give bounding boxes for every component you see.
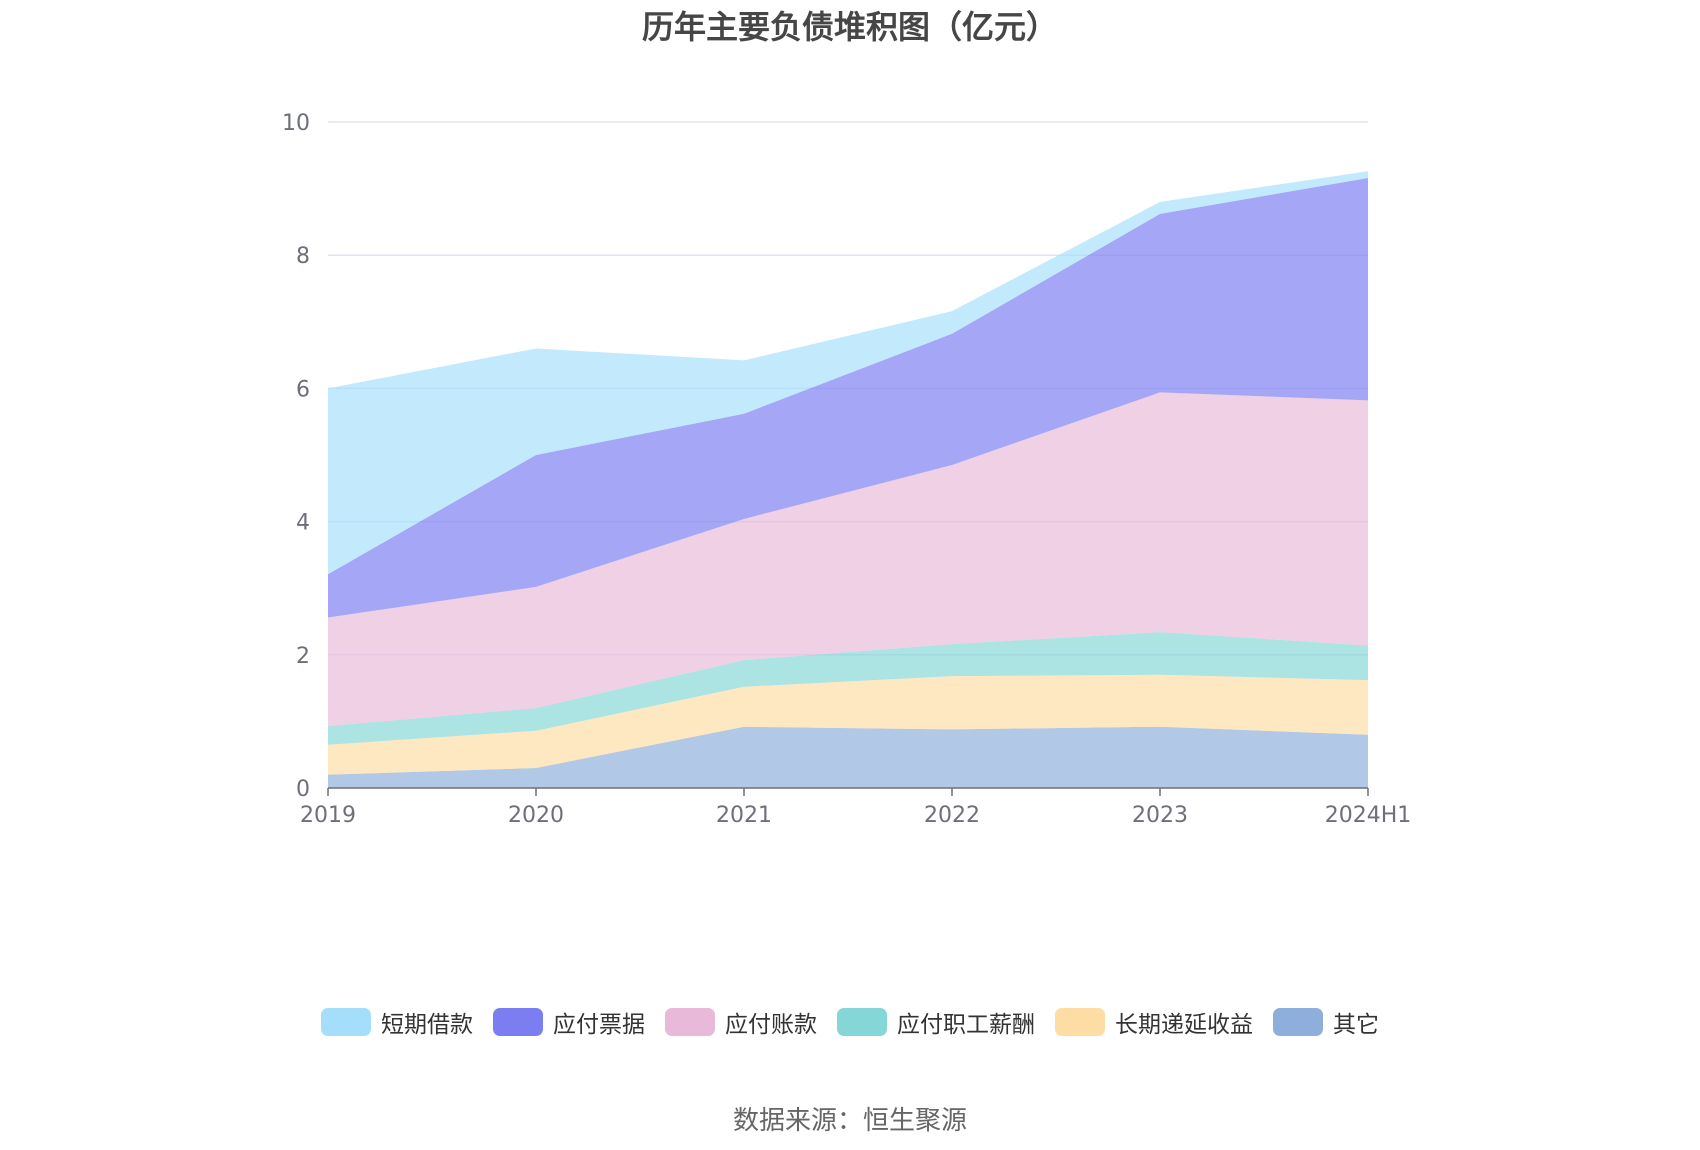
legend-swatch [837,1008,887,1036]
legend-swatch [1055,1008,1105,1036]
area-series-group [328,171,1368,788]
chart-title: 历年主要负债堆积图（亿元） [641,8,1058,46]
legend-item[interactable]: 应付票据 [493,1005,645,1039]
x-tick-label: 2020 [508,803,564,828]
legend-item[interactable]: 应付职工薪酬 [837,1005,1035,1039]
x-tick-label: 2024H1 [1325,803,1412,828]
legend-swatch [665,1008,715,1036]
legend-item[interactable]: 应付账款 [665,1005,817,1039]
legend-label: 其它 [1333,1012,1379,1038]
area-series-4 [328,177,1368,618]
legend-label: 长期递延收益 [1115,1012,1253,1038]
tick-labels: 0 2 4 6 8 10 2019 2020 2021 2022 2023 2024H1 [282,111,1411,828]
legend-item[interactable]: 长期递延收益 [1055,1005,1253,1039]
legend-swatch [321,1008,371,1036]
legend: 短期借款 应付票据 应付账款 应付职工薪酬 长期递延收益 其它 [0,1005,1700,1039]
area-series-5 [328,171,1368,575]
x-tick-label: 2019 [300,803,356,828]
y-tick-label: 4 [296,511,310,536]
legend-label: 应付账款 [725,1012,817,1038]
source-note: 数据来源：恒生聚源 [732,1106,967,1136]
legend-item[interactable]: 短期借款 [321,1005,473,1039]
x-tick-label: 2023 [1132,803,1188,828]
legend-item[interactable]: 其它 [1273,1005,1379,1039]
legend-swatch [493,1008,543,1036]
area-series-3 [328,392,1368,727]
x-axis [327,787,1369,796]
y-tick-label: 2 [296,644,310,669]
x-tick-label: 2021 [716,803,772,828]
legend-label: 短期借款 [381,1012,473,1038]
y-tick-label: 10 [282,111,310,136]
x-tick-label: 2022 [924,803,980,828]
legend-label: 应付票据 [553,1012,645,1038]
y-tick-label: 0 [296,777,310,802]
y-tick-label: 8 [296,244,310,269]
y-tick-label: 6 [296,377,310,402]
legend-swatch [1273,1008,1323,1036]
legend-label: 应付职工薪酬 [897,1012,1035,1038]
area-series-2 [328,632,1368,745]
area-series-1 [328,674,1368,775]
area-series-0 [328,726,1368,788]
